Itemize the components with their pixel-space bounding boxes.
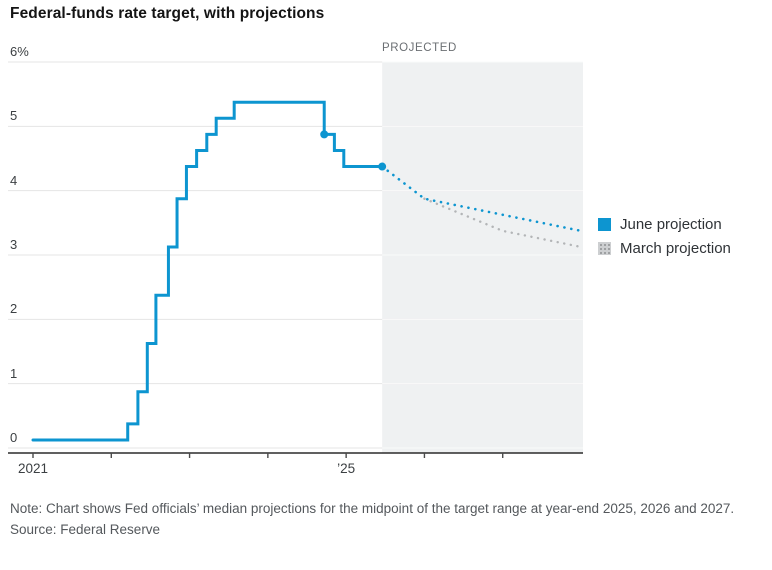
y-axis-label: 2: [10, 301, 18, 317]
actual-rate-line: [31, 100, 384, 442]
y-axis-label: 0: [10, 430, 18, 445]
legend-label: March projection: [620, 240, 731, 257]
legend-label: June projection: [620, 216, 722, 233]
x-axis-label: ’25: [337, 461, 356, 476]
y-axis-label: 3: [10, 237, 18, 252]
y-axis-label: 1: [10, 365, 18, 381]
chart-source: Source: Federal Reserve: [10, 521, 161, 537]
chart-title: Federal-funds rate target, with projecti…: [10, 5, 325, 22]
chart-note: Note: Chart shows Fed officials’ median …: [10, 501, 735, 516]
chart-plot-area: [8, 61, 583, 458]
march-projection-swatch-icon: [598, 242, 611, 255]
chart-footnote: Note: Chart shows Fed officials’ median …: [10, 499, 758, 541]
y-axis-label: 6%: [10, 44, 29, 59]
legend-item-march: March projection: [598, 240, 731, 257]
rate-point-marker: [378, 162, 387, 171]
chart-legend: June projection March projection: [598, 216, 731, 257]
y-axis-label: 4: [10, 172, 18, 188]
x-axis-label: 2021: [17, 461, 49, 476]
y-axis-label: 5: [10, 108, 18, 124]
legend-item-june: June projection: [598, 216, 731, 233]
june-projection-swatch-icon: [598, 218, 611, 231]
rate-point-marker: [320, 130, 329, 139]
projected-region-label: PROJECTED: [382, 42, 457, 54]
projected-band: [382, 62, 583, 453]
